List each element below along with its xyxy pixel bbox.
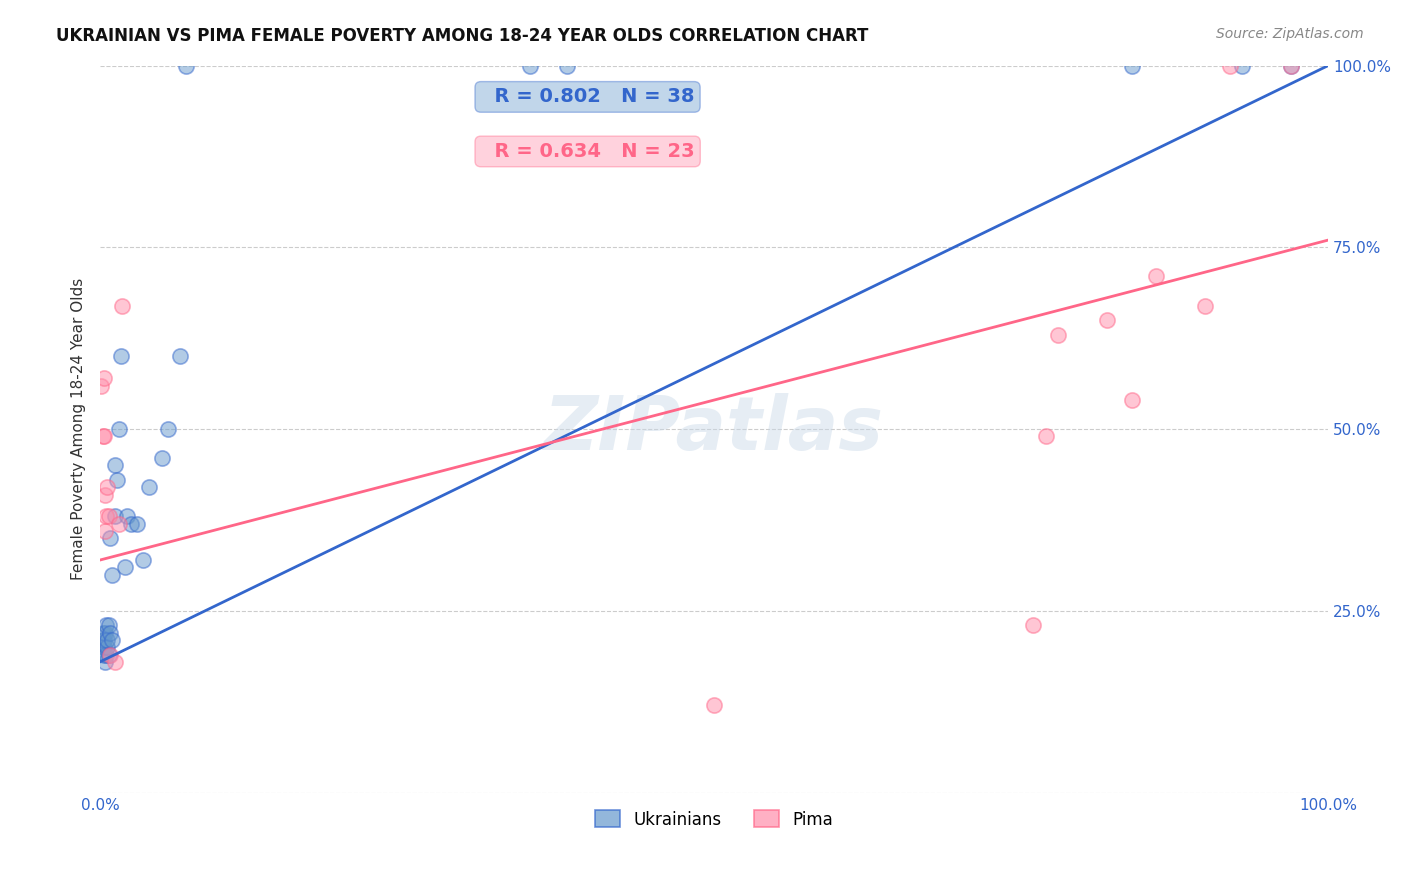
Pima (1035, 429, 1057, 443)
Pima (90, 378, 112, 392)
Ukrainians (104, 509, 127, 524)
Ukrainians (107, 422, 129, 436)
Ukrainians (91, 625, 114, 640)
Pima (1022, 618, 1045, 632)
Ukrainians (150, 451, 173, 466)
Pima (94, 487, 117, 501)
Ukrainians (125, 516, 148, 531)
Legend: Ukrainians, Pima: Ukrainians, Pima (588, 804, 841, 835)
Pima (111, 299, 134, 313)
Pima (1144, 269, 1167, 284)
Text: ZIPatlas: ZIPatlas (544, 392, 884, 466)
Text: UKRAINIAN VS PIMA FEMALE POVERTY AMONG 18-24 YEAR OLDS CORRELATION CHART: UKRAINIAN VS PIMA FEMALE POVERTY AMONG 1… (56, 27, 869, 45)
Ukrainians (101, 632, 124, 647)
Ukrainians (138, 480, 160, 494)
Y-axis label: Female Poverty Among 18-24 Year Olds: Female Poverty Among 18-24 Year Olds (72, 278, 86, 581)
Text: Source: ZipAtlas.com: Source: ZipAtlas.com (1216, 27, 1364, 41)
Ukrainians (94, 655, 117, 669)
Pima (93, 429, 115, 443)
Ukrainians (110, 350, 132, 364)
Ukrainians (98, 531, 121, 545)
Pima (96, 480, 118, 494)
Ukrainians (94, 625, 117, 640)
Ukrainians (96, 648, 118, 662)
Ukrainians (169, 350, 191, 364)
Ukrainians (132, 553, 155, 567)
Ukrainians (105, 473, 128, 487)
Ukrainians (98, 625, 121, 640)
Ukrainians (1279, 59, 1302, 73)
Ukrainians (101, 567, 124, 582)
Pima (1121, 392, 1143, 407)
Pima (1219, 59, 1241, 73)
Pima (104, 655, 127, 669)
Ukrainians (1121, 59, 1143, 73)
Ukrainians (519, 59, 541, 73)
Ukrainians (96, 618, 118, 632)
Ukrainians (91, 632, 114, 647)
Ukrainians (555, 59, 578, 73)
Ukrainians (1230, 59, 1253, 73)
Text: R = 0.634   N = 23: R = 0.634 N = 23 (481, 142, 695, 161)
Pima (96, 509, 118, 524)
Ukrainians (114, 560, 136, 574)
Pima (703, 698, 725, 713)
Ukrainians (96, 640, 118, 655)
Ukrainians (156, 422, 179, 436)
Ukrainians (91, 640, 114, 655)
Pima (98, 648, 121, 662)
Pima (1279, 59, 1302, 73)
Ukrainians (115, 509, 138, 524)
Ukrainians (97, 618, 120, 632)
Ukrainians (93, 632, 115, 647)
Ukrainians (174, 59, 197, 73)
Pima (94, 524, 117, 538)
Pima (1194, 299, 1216, 313)
Ukrainians (93, 640, 115, 655)
Ukrainians (120, 516, 142, 531)
Pima (107, 516, 129, 531)
Ukrainians (96, 632, 118, 647)
Ukrainians (93, 648, 115, 662)
Pima (97, 509, 120, 524)
Ukrainians (104, 458, 127, 473)
Pima (1095, 313, 1118, 327)
Ukrainians (97, 648, 120, 662)
Pima (1046, 327, 1069, 342)
Pima (93, 371, 115, 385)
Text: R = 0.802   N = 38: R = 0.802 N = 38 (481, 87, 695, 106)
Pima (91, 429, 114, 443)
